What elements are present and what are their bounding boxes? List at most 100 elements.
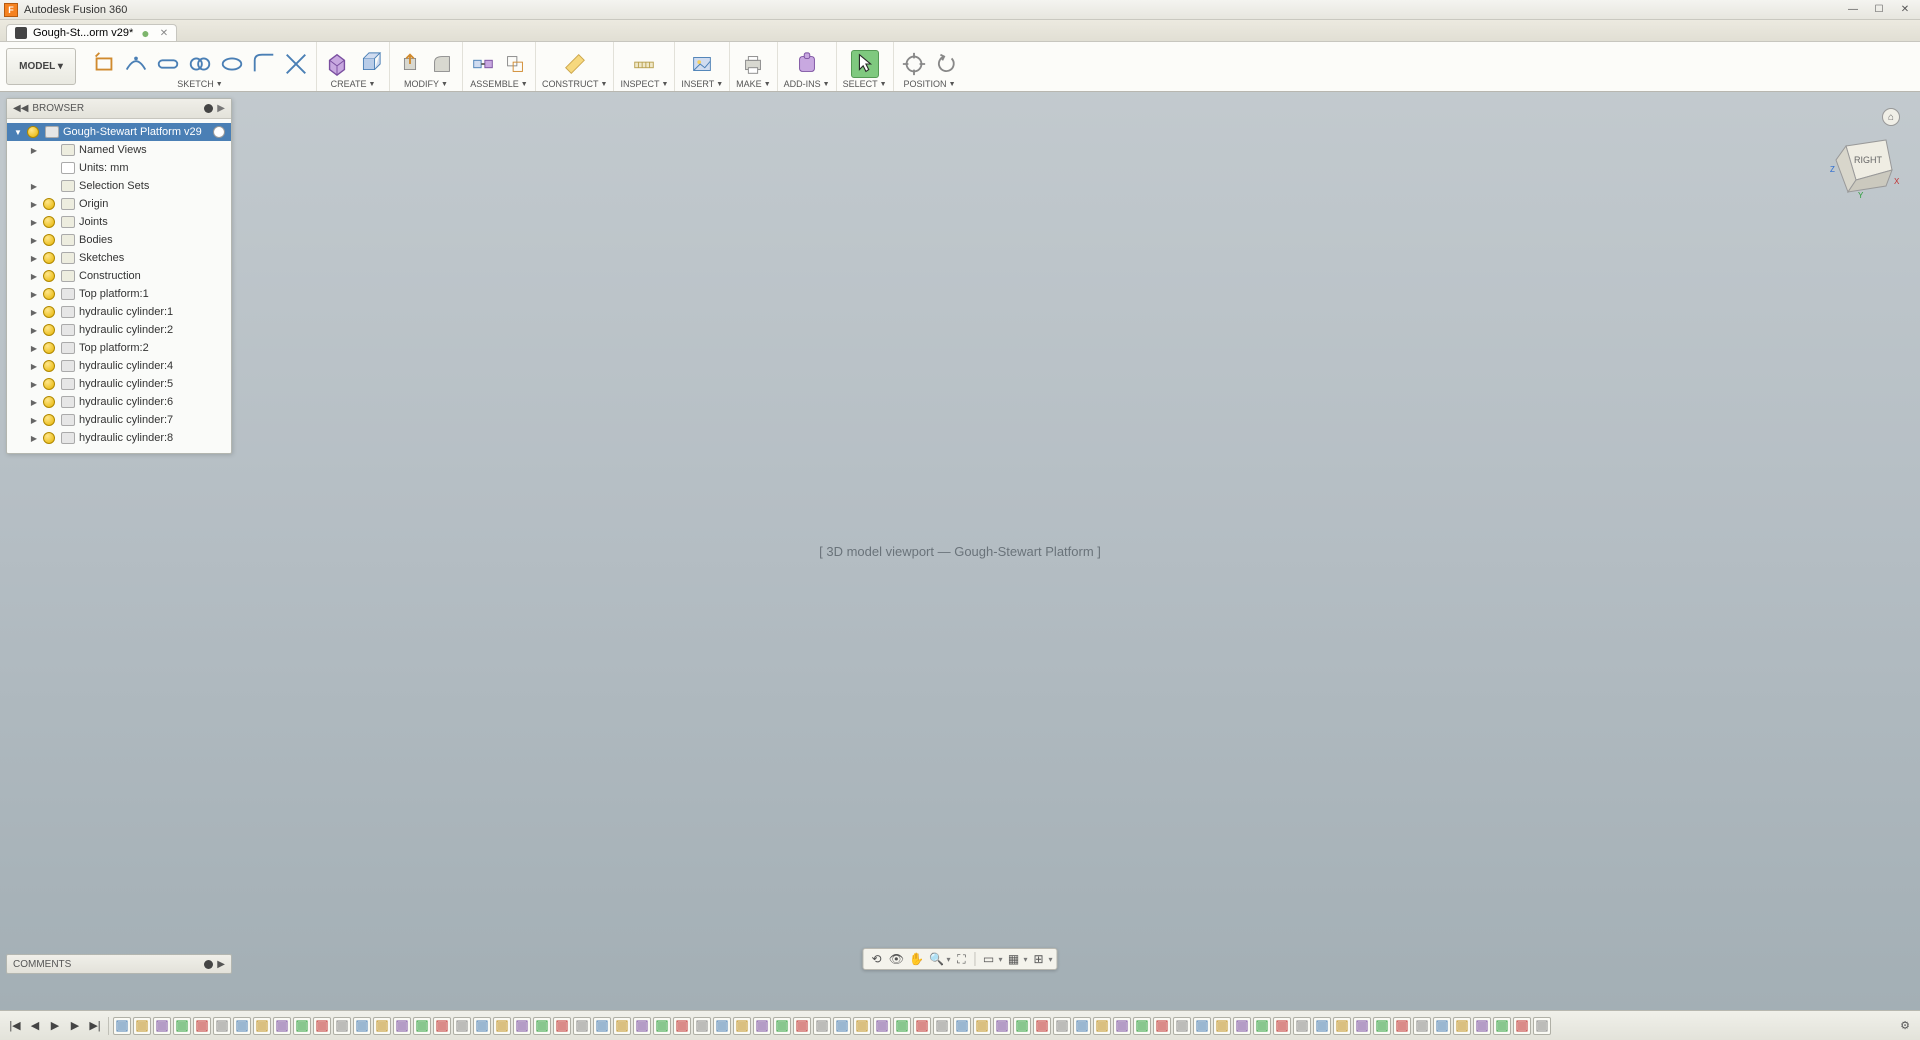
timeline-step[interactable] [113, 1017, 131, 1035]
expand-icon[interactable]: ▶ [29, 308, 39, 317]
timeline-step[interactable] [953, 1017, 971, 1035]
browser-node[interactable]: ▶Top platform:1 [7, 285, 231, 303]
timeline-step[interactable] [353, 1017, 371, 1035]
timeline-step[interactable] [1433, 1017, 1451, 1035]
timeline-step[interactable] [573, 1017, 591, 1035]
timeline-step[interactable] [693, 1017, 711, 1035]
fit-nav-button[interactable]: ⛶ [952, 950, 970, 968]
asbuilt-tool-button[interactable] [501, 50, 529, 78]
spline-tool-button[interactable] [218, 50, 246, 78]
rect-tool-button[interactable] [90, 50, 118, 78]
browser-node[interactable]: ▶Origin [7, 195, 231, 213]
timeline-step[interactable] [1073, 1017, 1091, 1035]
revert-tool-button[interactable] [932, 50, 960, 78]
timeline-step[interactable] [433, 1017, 451, 1035]
document-tab[interactable]: Gough-St...orm v29* ● ✕ [6, 24, 177, 41]
minimize-button[interactable]: — [1842, 3, 1864, 17]
browser-node[interactable]: ▶hydraulic cylinder:8 [7, 429, 231, 447]
look-nav-button[interactable]: 👁 [887, 950, 905, 968]
timeline-step[interactable] [713, 1017, 731, 1035]
timeline-step[interactable] [1133, 1017, 1151, 1035]
ribbon-group-label[interactable]: CONSTRUCT▼ [542, 79, 607, 91]
browser-node[interactable]: ▶hydraulic cylinder:2 [7, 321, 231, 339]
browser-node[interactable]: ▶hydraulic cylinder:4 [7, 357, 231, 375]
ribbon-group-label[interactable]: ASSEMBLE▼ [470, 79, 527, 91]
timeline-step[interactable] [673, 1017, 691, 1035]
revolve-tool-button[interactable] [355, 50, 383, 78]
timeline-step[interactable] [1473, 1017, 1491, 1035]
viewport[interactable]: ◀◀ BROWSER ▶ ▼ Gough-Stewart Platform v2… [0, 92, 1920, 1010]
plane-tool-button[interactable] [561, 50, 589, 78]
timeline-step[interactable] [373, 1017, 391, 1035]
timeline-step[interactable] [813, 1017, 831, 1035]
timeline-step[interactable] [1533, 1017, 1551, 1035]
lightbulb-icon[interactable] [43, 234, 55, 246]
timeline-step[interactable] [973, 1017, 991, 1035]
timeline-step[interactable] [1093, 1017, 1111, 1035]
timeline-step[interactable] [913, 1017, 931, 1035]
timeline-step[interactable] [1293, 1017, 1311, 1035]
lightbulb-icon[interactable] [43, 432, 55, 444]
lightbulb-icon[interactable] [43, 216, 55, 228]
close-tab-button[interactable]: ✕ [160, 28, 168, 39]
expand-icon[interactable]: ▶ [29, 236, 39, 245]
timeline-first-button[interactable]: |◀ [6, 1017, 24, 1035]
timeline-step[interactable] [933, 1017, 951, 1035]
browser-settings-icon[interactable] [204, 104, 213, 113]
timeline-settings-button[interactable]: ⚙ [1896, 1017, 1914, 1035]
timeline-step[interactable] [833, 1017, 851, 1035]
timeline-step[interactable] [1193, 1017, 1211, 1035]
display-nav-button[interactable]: ▭ [979, 950, 997, 968]
browser-node[interactable]: ▶Construction [7, 267, 231, 285]
timeline-step[interactable] [1333, 1017, 1351, 1035]
timeline-step[interactable] [993, 1017, 1011, 1035]
lightbulb-icon[interactable] [27, 126, 39, 138]
browser-node[interactable]: ▶Top platform:2 [7, 339, 231, 357]
timeline-step[interactable] [513, 1017, 531, 1035]
workspace-button[interactable]: MODEL ▾ [6, 48, 76, 85]
browser-node[interactable]: ▶Selection Sets [7, 177, 231, 195]
fillet3d-tool-button[interactable] [428, 50, 456, 78]
browser-node[interactable]: ▶Bodies [7, 231, 231, 249]
timeline-step[interactable] [733, 1017, 751, 1035]
ribbon-group-label[interactable]: MAKE▼ [736, 79, 770, 91]
joint-tool-button[interactable] [469, 50, 497, 78]
browser-node[interactable]: ▶hydraulic cylinder:6 [7, 393, 231, 411]
timeline-step[interactable] [253, 1017, 271, 1035]
expand-icon[interactable]: ▶ [29, 272, 39, 281]
timeline-step[interactable] [853, 1017, 871, 1035]
multiview-nav-button[interactable]: ⊞ [1030, 950, 1048, 968]
timeline-step[interactable] [1253, 1017, 1271, 1035]
expand-icon[interactable]: ▶ [29, 362, 39, 371]
timeline-step[interactable] [1393, 1017, 1411, 1035]
slot-tool-button[interactable] [154, 50, 182, 78]
activate-radio[interactable] [213, 126, 225, 138]
home-view-button[interactable]: ⌂ [1882, 108, 1900, 126]
lightbulb-icon[interactable] [43, 414, 55, 426]
timeline-step[interactable] [313, 1017, 331, 1035]
timeline-step[interactable] [453, 1017, 471, 1035]
grid-nav-button[interactable]: ▦ [1005, 950, 1023, 968]
ribbon-group-label[interactable]: SELECT▼ [843, 79, 887, 91]
lightbulb-icon[interactable] [43, 198, 55, 210]
timeline-step[interactable] [273, 1017, 291, 1035]
timeline-step[interactable] [473, 1017, 491, 1035]
comments-panel-header[interactable]: COMMENTS ▶ [6, 954, 232, 974]
select-tool-button[interactable] [851, 50, 879, 78]
timeline-step[interactable] [493, 1017, 511, 1035]
timeline-play-button[interactable]: ▶ [46, 1017, 64, 1035]
timeline-step[interactable] [593, 1017, 611, 1035]
extrude-tool-button[interactable] [323, 50, 351, 78]
expand-icon[interactable]: ▶ [29, 326, 39, 335]
comments-expand-icon[interactable]: ▶ [217, 959, 225, 970]
ribbon-group-label[interactable]: INSERT▼ [681, 79, 723, 91]
timeline-step[interactable] [1013, 1017, 1031, 1035]
timeline-step[interactable] [893, 1017, 911, 1035]
lightbulb-icon[interactable] [43, 396, 55, 408]
expand-icon[interactable]: ▶ [29, 146, 39, 155]
browser-node[interactable]: Units: mm [7, 159, 231, 177]
timeline-prev-button[interactable]: ◀ [26, 1017, 44, 1035]
browser-header[interactable]: ◀◀ BROWSER ▶ [7, 99, 231, 119]
decal-tool-button[interactable] [688, 50, 716, 78]
timeline-step[interactable] [413, 1017, 431, 1035]
